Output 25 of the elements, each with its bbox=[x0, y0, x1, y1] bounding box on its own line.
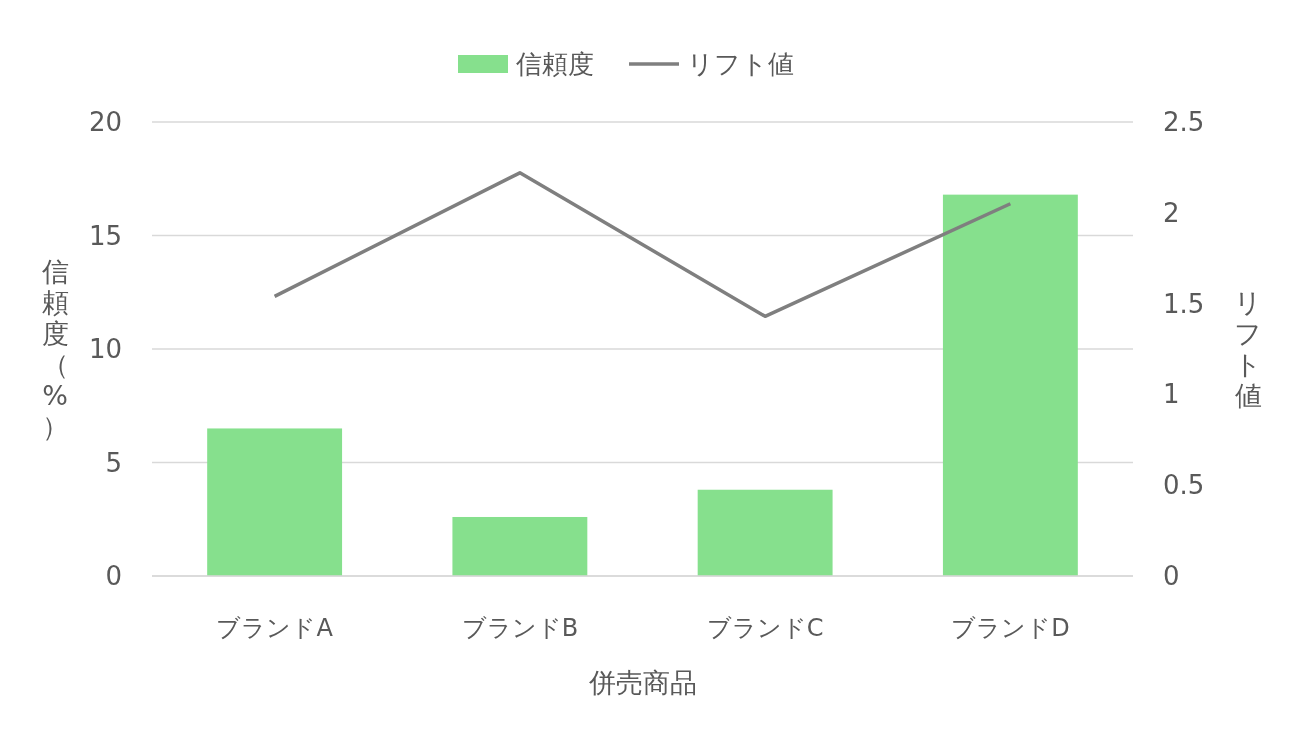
legend-label: リフト値 bbox=[687, 49, 794, 79]
x-tick-label: ブランドD bbox=[951, 614, 1070, 642]
y2-tick-label: 1 bbox=[1163, 379, 1180, 410]
x-tick-label: ブランドB bbox=[461, 614, 579, 642]
y-tick-label: 0 bbox=[105, 561, 122, 591]
y-axis-title: 信頼度（%） bbox=[41, 255, 69, 442]
y-tick-label: 20 bbox=[88, 107, 122, 137]
y2-tick-label: 1.5 bbox=[1163, 288, 1205, 319]
y2-tick-label: 2 bbox=[1163, 197, 1180, 228]
bar bbox=[207, 428, 343, 576]
x-tick-label: ブランドA bbox=[216, 614, 334, 642]
line-series bbox=[272, 171, 1013, 319]
y-tick-label: 10 bbox=[88, 334, 122, 364]
x-axis-title: 併売商品 bbox=[587, 667, 697, 698]
y-tick-label: 15 bbox=[88, 220, 122, 251]
bar bbox=[697, 489, 833, 576]
y2-tick-label: 0 bbox=[1163, 561, 1180, 591]
bar bbox=[452, 516, 588, 576]
y2-axis-title: リフト値 bbox=[1234, 286, 1262, 411]
bar bbox=[942, 194, 1078, 576]
x-tick-label: ブランドC bbox=[706, 614, 824, 642]
y2-tick-label: 2.5 bbox=[1163, 107, 1205, 137]
y-tick-label: 5 bbox=[105, 447, 122, 478]
y2-tick-label: 0.5 bbox=[1163, 470, 1205, 501]
legend-label: 信頼度 bbox=[516, 49, 594, 79]
